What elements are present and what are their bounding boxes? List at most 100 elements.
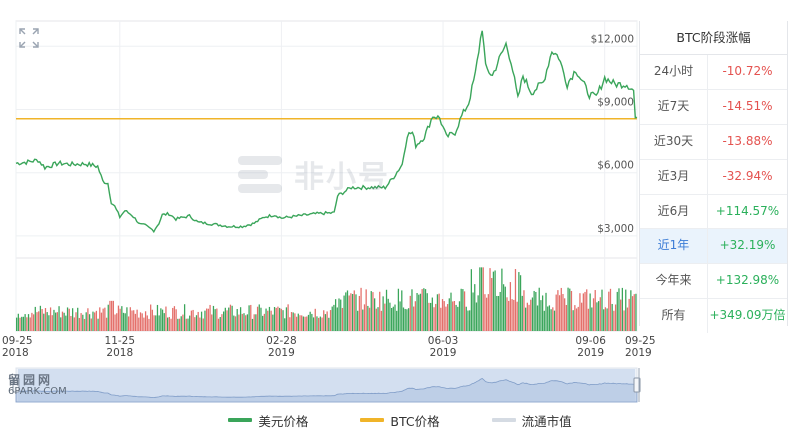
volume-bar [133, 310, 135, 331]
volume-bar [616, 291, 618, 331]
period-row[interactable]: 24小时 -10.72% [640, 55, 787, 90]
volume-bar [587, 308, 590, 331]
period-label[interactable]: 近1年 [640, 229, 708, 264]
volume-bar [204, 310, 206, 331]
period-label[interactable]: 近30天 [640, 124, 708, 159]
period-label[interactable]: 24小时 [640, 55, 708, 89]
volume-bar [382, 296, 384, 331]
volume-bar [29, 317, 31, 331]
volume-bar [183, 304, 186, 331]
volume-bar [433, 307, 435, 331]
volume-bar [475, 302, 478, 331]
volume-bar [309, 311, 311, 331]
period-row[interactable]: 近7天 -14.51% [640, 89, 787, 125]
period-label[interactable]: 所有 [640, 299, 708, 334]
volume-bar [623, 310, 625, 331]
volume-bar [528, 304, 530, 331]
period-label[interactable]: 近6月 [640, 194, 708, 229]
volume-bar [492, 271, 495, 331]
volume-bar [445, 306, 447, 331]
volume-bar [153, 315, 155, 331]
volume-bar [348, 295, 350, 331]
volume-bar [514, 269, 517, 331]
fullscreen-icon[interactable] [18, 27, 40, 49]
volume-bar [24, 314, 26, 331]
volume-bar [258, 304, 260, 331]
legend-item[interactable]: 流通市值 [491, 411, 572, 430]
volume-bar [229, 304, 232, 331]
volume-bar [233, 315, 235, 331]
volume-bar [336, 307, 338, 331]
volume-bar [83, 318, 86, 331]
x-tick-label: 09-25 [625, 335, 656, 347]
period-label[interactable]: 近7天 [640, 89, 708, 124]
volume-bar [572, 310, 574, 331]
volume-bar [547, 306, 549, 331]
period-row[interactable]: 近1年 +32.19% [640, 229, 787, 265]
volume-bar [189, 315, 191, 331]
volume-bar [450, 292, 452, 331]
volume-bar [550, 309, 552, 331]
volume-bar [256, 306, 259, 331]
period-row[interactable]: 今年来 +132.98% [640, 264, 787, 300]
x-tick-year: 2019 [268, 347, 295, 359]
volume-bar [345, 292, 347, 331]
volume-bar [487, 294, 489, 331]
volume-bar [508, 300, 510, 331]
volume-bar [377, 307, 379, 331]
volume-bar [535, 291, 537, 331]
source-watermark-title: 留园网 [8, 373, 54, 387]
volume-bar [61, 311, 64, 331]
volume-bar [87, 308, 89, 331]
volume-bar [82, 314, 84, 331]
volume-bar [404, 308, 406, 331]
legend-item[interactable]: BTC价格 [360, 411, 440, 430]
volume-bar [558, 295, 561, 331]
volume-bar [31, 312, 33, 331]
volume-bar [97, 318, 99, 331]
volume-bar [102, 308, 104, 331]
volume-bar [73, 317, 75, 331]
volume-bar [53, 309, 55, 331]
volume-bar [579, 293, 581, 331]
period-label[interactable]: 今年来 [640, 264, 708, 299]
legend-label: 美元价格 [258, 413, 309, 429]
volume-bar [119, 308, 121, 331]
volume-bar [312, 317, 315, 331]
volume-bar [484, 294, 486, 331]
period-label[interactable]: 近3月 [640, 159, 708, 194]
volume-bar [116, 313, 118, 331]
volume-bar [292, 312, 294, 331]
source-watermark-url: 6PARK.COM [8, 386, 67, 397]
volume-bar [151, 309, 154, 331]
volume-bar [611, 303, 613, 331]
volume-bar [16, 317, 18, 331]
volume-bar [165, 306, 167, 331]
volume-bar [250, 304, 252, 331]
volume-bar [51, 315, 53, 331]
volume-bar [606, 308, 608, 331]
period-row[interactable]: 近6月 +114.57% [640, 194, 787, 230]
source-watermark: 留园网 6PARK.COM [8, 373, 67, 397]
period-row[interactable]: 近3月 -32.94% [640, 159, 787, 195]
volume-bar [467, 310, 469, 331]
volume-bar [190, 310, 193, 331]
navigator-left-handle[interactable] [12, 377, 20, 393]
volume-bar [124, 313, 126, 331]
volume-bar [567, 287, 569, 331]
legend-item[interactable]: 美元价格 [228, 411, 308, 430]
period-row[interactable]: 近30天 -13.88% [640, 124, 787, 160]
volume-bar [446, 304, 449, 331]
volume-bar [540, 300, 542, 331]
volume-bar [209, 304, 211, 331]
volume-bar [402, 307, 405, 331]
volume-bar [39, 305, 42, 331]
volume-bar [365, 289, 367, 331]
volume-bar [394, 304, 396, 331]
volume-bar [22, 316, 25, 331]
volume-bar [462, 289, 464, 331]
volume-bar [604, 307, 607, 331]
volume-bar [562, 293, 564, 331]
period-row[interactable]: 所有 +349.09万倍 [640, 299, 787, 334]
volume-bar [160, 308, 162, 331]
